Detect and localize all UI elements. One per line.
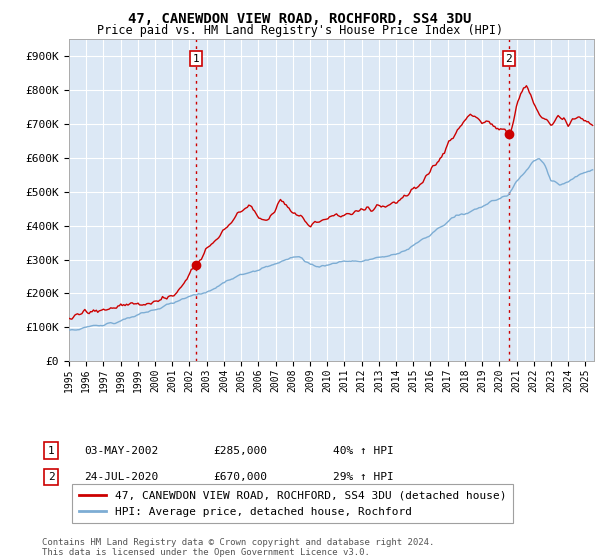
Text: 47, CANEWDON VIEW ROAD, ROCHFORD, SS4 3DU: 47, CANEWDON VIEW ROAD, ROCHFORD, SS4 3D… bbox=[128, 12, 472, 26]
Text: 24-JUL-2020: 24-JUL-2020 bbox=[84, 472, 158, 482]
Text: £285,000: £285,000 bbox=[213, 446, 267, 456]
Text: 29% ↑ HPI: 29% ↑ HPI bbox=[333, 472, 394, 482]
Text: 03-MAY-2002: 03-MAY-2002 bbox=[84, 446, 158, 456]
Text: £670,000: £670,000 bbox=[213, 472, 267, 482]
Text: 40% ↑ HPI: 40% ↑ HPI bbox=[333, 446, 394, 456]
Text: Price paid vs. HM Land Registry's House Price Index (HPI): Price paid vs. HM Land Registry's House … bbox=[97, 24, 503, 36]
Legend: 47, CANEWDON VIEW ROAD, ROCHFORD, SS4 3DU (detached house), HPI: Average price, : 47, CANEWDON VIEW ROAD, ROCHFORD, SS4 3D… bbox=[72, 484, 514, 523]
Text: 1: 1 bbox=[193, 54, 199, 63]
Text: 1: 1 bbox=[47, 446, 55, 456]
Text: 2: 2 bbox=[47, 472, 55, 482]
Text: Contains HM Land Registry data © Crown copyright and database right 2024.
This d: Contains HM Land Registry data © Crown c… bbox=[42, 538, 434, 557]
Text: 2: 2 bbox=[506, 54, 512, 63]
